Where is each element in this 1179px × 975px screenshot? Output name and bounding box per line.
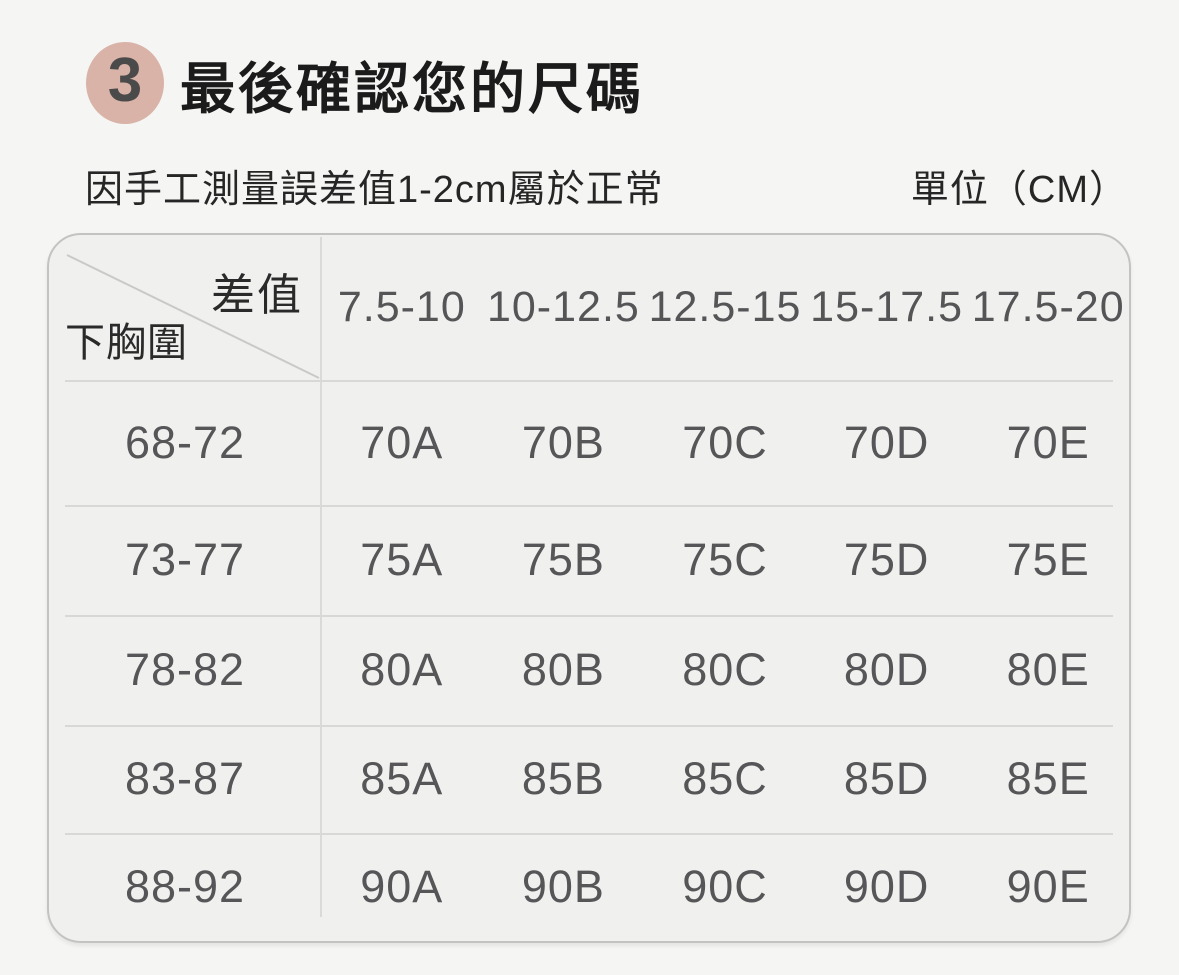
size-cell: 80E xyxy=(1006,644,1090,695)
size-cell: 85B xyxy=(521,753,605,804)
underbust-cell: 78-82 xyxy=(124,644,246,695)
size-table: 差值 下胸圍 7.5-10 10-12.5 12.5-15 15-17.5 17… xyxy=(47,233,1131,943)
row-divider xyxy=(65,380,1113,382)
size-cell: 85A xyxy=(360,753,444,804)
size-cell: 75A xyxy=(360,534,444,585)
unit-label: 單位（CM） xyxy=(910,169,1128,211)
note-row: 因手工測量誤差值1-2cm屬於正常 單位（CM） xyxy=(85,158,1128,213)
underbust-cell: 83-87 xyxy=(124,753,246,804)
page-title: 最後確認您的尺碼 xyxy=(180,58,645,120)
row-divider xyxy=(65,725,1113,727)
size-cell: 85C xyxy=(682,753,768,804)
size-cell: 80D xyxy=(843,644,930,695)
column-header: 12.5-15 xyxy=(648,283,802,331)
size-cell: 75E xyxy=(1006,534,1090,585)
table-corner-cell: 差值 下胸圍 xyxy=(49,235,321,380)
size-cell: 75C xyxy=(682,534,768,585)
size-cell: 70E xyxy=(1006,416,1090,468)
step-badge: 3 xyxy=(86,42,164,124)
row-divider xyxy=(65,615,1113,617)
column-header: 15-17.5 xyxy=(810,283,964,331)
corner-label-difference: 差值 xyxy=(211,271,303,320)
step-number: 3 xyxy=(107,46,143,115)
column-header: 7.5-10 xyxy=(337,283,466,331)
size-cell: 90D xyxy=(843,861,930,912)
column-header: 10-12.5 xyxy=(486,283,640,331)
corner-label-underbust: 下胸圍 xyxy=(65,321,188,365)
size-cell: 80A xyxy=(360,644,444,695)
size-cell: 70A xyxy=(360,416,444,468)
underbust-cell: 68-72 xyxy=(124,416,246,468)
column-header: 17.5-20 xyxy=(971,283,1125,331)
row-divider xyxy=(65,833,1113,835)
size-cell: 90E xyxy=(1006,861,1090,912)
column-divider xyxy=(320,237,322,917)
size-cell: 90B xyxy=(521,861,605,912)
underbust-cell: 73-77 xyxy=(124,534,246,585)
size-cell: 75B xyxy=(521,534,605,585)
underbust-cell: 88-92 xyxy=(124,861,246,912)
size-cell: 80C xyxy=(682,644,768,695)
diagonal-line xyxy=(66,254,320,379)
size-cell: 70B xyxy=(521,416,605,468)
size-cell: 85E xyxy=(1006,753,1090,804)
size-cell: 85D xyxy=(843,753,930,804)
size-cell: 90C xyxy=(682,861,768,912)
measurement-note: 因手工測量誤差值1-2cm屬於正常 xyxy=(85,169,664,211)
row-divider xyxy=(65,505,1113,507)
size-cell: 70D xyxy=(843,416,930,468)
size-cell: 75D xyxy=(843,534,930,585)
size-cell: 70C xyxy=(682,416,768,468)
size-cell: 90A xyxy=(360,861,444,912)
size-table-grid: 差值 下胸圍 7.5-10 10-12.5 12.5-15 15-17.5 17… xyxy=(49,235,1129,941)
size-cell: 80B xyxy=(521,644,605,695)
